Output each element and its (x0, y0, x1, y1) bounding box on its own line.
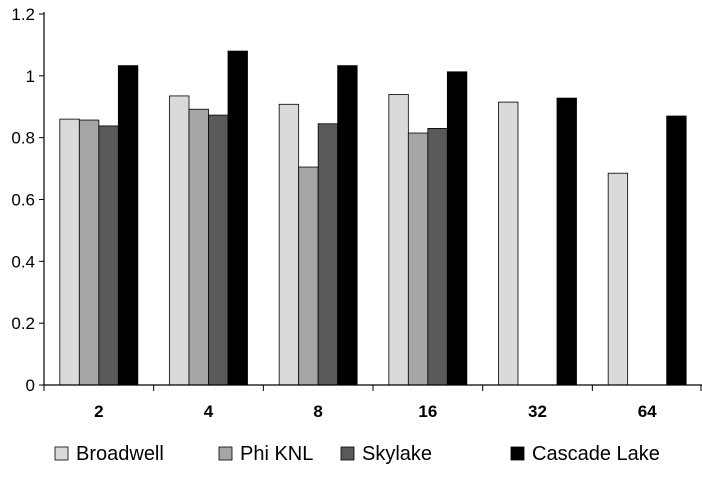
bar-skylake-16 (427, 127, 448, 386)
bar-phi-knl-2 (78, 119, 100, 386)
bar-broadwell-8 (278, 103, 300, 386)
bar-skylake-8 (317, 123, 339, 386)
bar-cascade-lake-8 (337, 65, 358, 386)
bar-cascade-lake-4 (227, 50, 248, 386)
bar-broadwell-64 (607, 172, 629, 386)
bar-phi-knl-4 (188, 108, 209, 386)
y-tick-label: 1.2 (11, 5, 35, 24)
y-tick-label: 0.8 (11, 129, 35, 148)
x-category-label: 2 (94, 402, 103, 421)
x-category-label: 64 (638, 402, 657, 421)
bar-cascade-lake-64 (666, 115, 687, 386)
bar-cascade-lake-2 (117, 65, 139, 386)
bar-broadwell-2 (59, 118, 80, 386)
bar-phi-knl-8 (298, 166, 319, 386)
legend-swatch (510, 446, 525, 461)
bar-broadwell-16 (388, 93, 409, 386)
bar-skylake-2 (98, 125, 119, 386)
bar-skylake-4 (208, 114, 229, 386)
y-tick-label: 1 (26, 67, 35, 86)
legend-swatch (340, 446, 355, 461)
bar-cascade-lake-16 (446, 71, 468, 386)
y-tick-label: 0.6 (11, 191, 35, 210)
bar-broadwell-4 (169, 95, 190, 386)
x-category-label: 16 (418, 402, 437, 421)
y-tick-label: 0.2 (11, 314, 35, 333)
x-category-label: 32 (528, 402, 547, 421)
x-category-label: 8 (313, 402, 322, 421)
legend-entry-label: Skylake (362, 443, 432, 465)
bar-phi-knl-16 (407, 132, 429, 386)
y-tick-label: 0 (26, 376, 35, 395)
bar-broadwell-32 (498, 101, 519, 386)
legend-entry-label: Phi KNL (240, 443, 313, 465)
legend-swatch (54, 446, 69, 461)
legend-swatch (218, 446, 233, 461)
y-tick-label: 0.4 (11, 252, 35, 271)
legend-entry-label: Cascade Lake (532, 443, 660, 465)
bar-cascade-lake-32 (556, 97, 577, 386)
x-category-label: 4 (204, 402, 214, 421)
legend-entry-label: Broadwell (76, 443, 164, 465)
